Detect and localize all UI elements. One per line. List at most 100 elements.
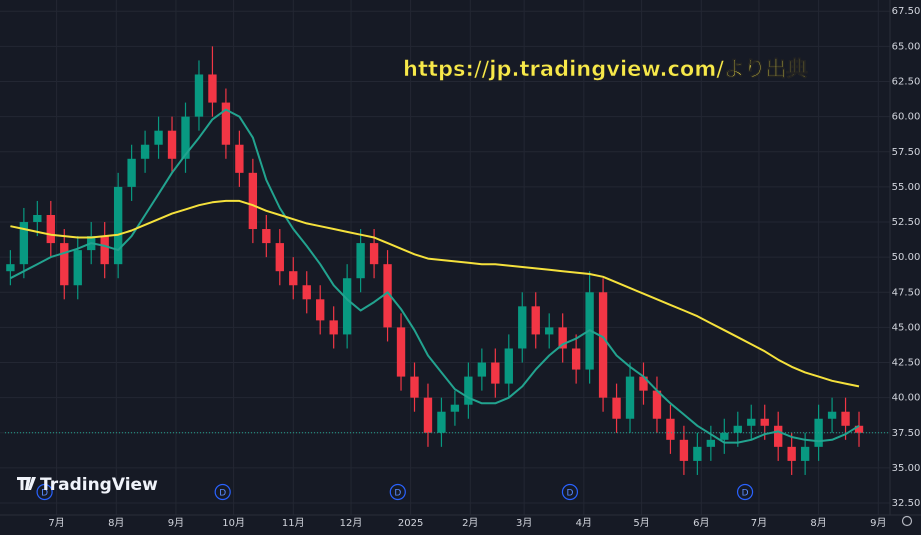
x-tick-label: 9月	[168, 517, 184, 529]
candle-body	[733, 425, 742, 433]
candle-body	[518, 306, 527, 349]
candle-body	[720, 432, 729, 440]
x-tick-label: 9月	[870, 517, 886, 529]
candle-body	[383, 264, 392, 328]
candle-body	[625, 376, 635, 419]
candle-body	[760, 418, 769, 426]
candle-body	[396, 327, 406, 377]
event-label: D	[394, 489, 401, 499]
candle-body	[410, 376, 419, 398]
candle-body	[154, 130, 163, 145]
candle-body	[127, 158, 136, 187]
moving-average-line	[9, 108, 860, 444]
x-tick-label: 6月	[693, 517, 709, 529]
candle-body	[854, 425, 864, 433]
candle-body	[262, 229, 271, 244]
event-label: D	[219, 489, 226, 499]
candle-body	[841, 411, 850, 426]
axes: 32.50 35.00 37.50 40.00 42.50 45.00 47.50 50.00…	[48, 6, 920, 529]
x-tick-label: 2025	[398, 518, 423, 529]
candle-body	[140, 144, 150, 159]
candle-body	[289, 271, 298, 286]
logo-icon	[17, 477, 36, 490]
candle-body	[558, 327, 567, 349]
candle-body	[612, 397, 621, 419]
event-marker	[561, 483, 579, 501]
event-label: D	[566, 489, 573, 499]
candle-body	[827, 411, 837, 419]
x-tick-label: 8月	[810, 517, 826, 529]
event-marker	[389, 483, 406, 501]
candle-body	[477, 362, 487, 377]
y-tick-label: 37.50	[892, 428, 921, 439]
candle-body	[60, 243, 69, 286]
x-tick-label: 3月	[516, 517, 532, 529]
x-tick-label: 5月	[633, 517, 649, 529]
candle-body	[19, 222, 29, 265]
candle-body	[450, 404, 460, 412]
candle-body	[693, 446, 702, 461]
y-tick-label: 47.50	[892, 287, 921, 298]
y-tick-label: 67.50	[892, 6, 921, 17]
x-tick-label: 11月	[282, 517, 305, 529]
candle-body	[464, 376, 473, 405]
candle-body	[113, 186, 123, 265]
y-tick-label: 40.00	[892, 393, 921, 404]
candle-body	[491, 362, 500, 384]
x-tick-label: 10月	[222, 517, 245, 529]
candle-body	[167, 130, 177, 159]
candle-body	[342, 278, 352, 335]
candle-body	[275, 243, 284, 272]
candle-body	[652, 390, 662, 419]
settings-icon[interactable]	[901, 515, 913, 527]
candle-body	[504, 348, 513, 384]
grid	[0, 0, 890, 515]
logo-text: TradingView	[40, 475, 158, 495]
candle-body	[356, 243, 365, 279]
x-tick-label: 4月	[576, 517, 592, 529]
y-tick-label: 42.50	[892, 358, 921, 369]
moving-average-line	[10, 199, 860, 388]
candle-body	[329, 320, 338, 335]
candle-body	[194, 74, 204, 117]
y-tick-label: 60.00	[892, 112, 921, 123]
event-label: D	[742, 489, 749, 499]
candle-body	[679, 439, 689, 461]
candle-body	[33, 214, 42, 223]
y-tick-label: 57.50	[892, 147, 921, 158]
candle-body	[221, 102, 231, 145]
candle-body	[6, 264, 15, 272]
candle-body	[423, 397, 433, 433]
event-marker	[214, 483, 231, 501]
candle-body	[774, 425, 783, 447]
candle-body	[706, 439, 716, 447]
candle-body	[571, 348, 581, 370]
x-tick-label: 7月	[751, 517, 767, 529]
event-marker	[736, 483, 754, 501]
y-tick-label: 62.50	[892, 77, 921, 88]
candle-body	[639, 376, 648, 391]
candle-body	[666, 418, 675, 440]
x-tick-label: 8月	[108, 517, 124, 529]
event-label: D	[41, 489, 48, 499]
x-tick-label: 12月	[340, 517, 363, 529]
candle-body	[235, 144, 244, 173]
candle-body	[208, 74, 217, 103]
y-tick-label: 32.50	[892, 498, 921, 509]
candle-body	[181, 116, 190, 159]
candle-body	[100, 236, 109, 265]
y-tick-label: 55.00	[892, 182, 921, 193]
candle-body	[787, 446, 796, 461]
y-tick-label: 45.00	[892, 322, 921, 333]
x-tick-label: 7月	[48, 517, 64, 529]
candle-body	[248, 172, 258, 230]
candle-body	[316, 299, 325, 321]
logo: TradingView	[17, 475, 158, 495]
x-tick-label: 2月	[462, 517, 478, 529]
watermark: https://jp.tradingview.com/より出典	[403, 57, 807, 81]
candle-body	[73, 250, 82, 286]
